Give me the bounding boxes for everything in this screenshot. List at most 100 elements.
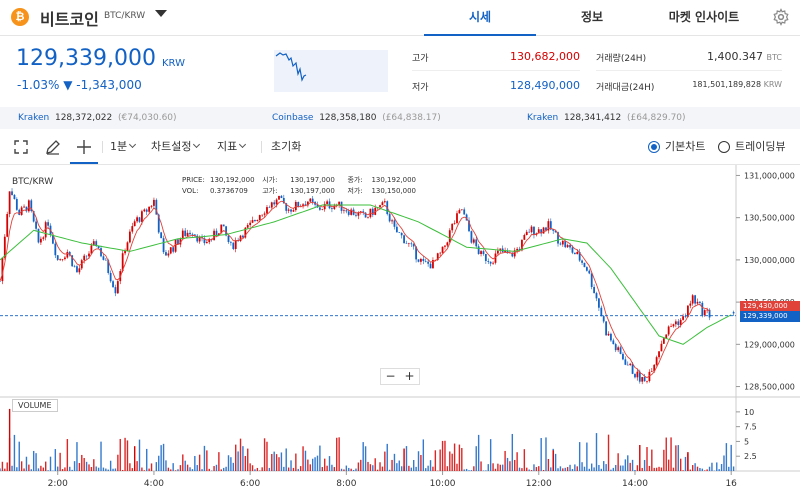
candle-body xyxy=(318,207,321,210)
candle-body xyxy=(518,248,521,251)
candle-body xyxy=(554,230,557,233)
bitcoin-icon: ₿ xyxy=(11,8,29,26)
volume-bar xyxy=(64,467,66,471)
candle-body xyxy=(559,243,562,245)
volume-bar xyxy=(617,453,619,471)
exchange-price-bar: Kraken 128,372,022 (€74,030.60) Coinbase… xyxy=(0,107,800,129)
volume-bar xyxy=(37,468,40,471)
exchange-item[interactable]: Kraken 128,341,412 (£64,829.70) xyxy=(527,113,686,123)
candle-body xyxy=(162,238,165,253)
chevron-down-icon[interactable] xyxy=(155,10,167,17)
volume-bar xyxy=(711,462,713,471)
candle-body xyxy=(68,251,71,256)
candle-body xyxy=(444,245,446,247)
volume-bar xyxy=(559,466,562,471)
chart-toolbar: 1분 차트설정 지표 초기화 기본차트 트레이딩뷰 xyxy=(0,129,800,165)
trading-view-label[interactable]: 트레이딩뷰 xyxy=(735,140,786,153)
volume-bar xyxy=(244,455,247,471)
volume-bar xyxy=(333,467,336,471)
candle-body xyxy=(593,287,595,294)
candle-body xyxy=(345,210,348,212)
volume-bar xyxy=(239,438,242,471)
candle-body xyxy=(564,240,567,248)
indicator-select[interactable]: 지표 xyxy=(217,129,247,165)
candle-body xyxy=(282,197,285,204)
candle-body xyxy=(189,232,191,235)
x-tick-label: 14:00 xyxy=(622,479,648,489)
volume-bar xyxy=(71,469,73,471)
volume-bar xyxy=(256,467,259,471)
volume-bar xyxy=(403,448,405,471)
candle-body xyxy=(381,202,384,206)
candle-body xyxy=(537,229,540,234)
candle-body xyxy=(496,250,499,254)
volume-bar xyxy=(408,465,410,471)
exchange-item[interactable]: Kraken 128,372,022 (€74,030.60) xyxy=(18,113,177,123)
volume-bar xyxy=(384,451,386,471)
candle-body xyxy=(311,198,314,202)
price-chart[interactable]: 131,000,000130,500,000130,000,000129,500… xyxy=(0,165,800,496)
basic-chart-radio[interactable] xyxy=(648,141,660,153)
volume-bar xyxy=(538,466,540,471)
candle-body xyxy=(92,241,95,246)
coin-name[interactable]: 비트코인 xyxy=(40,10,99,29)
candle-body xyxy=(463,209,466,215)
coin-pair[interactable]: BTC/KRW xyxy=(104,11,146,21)
zoom-in-button[interactable]: + xyxy=(404,369,415,383)
candle-body xyxy=(304,204,307,206)
interval-select[interactable]: 1분 xyxy=(110,129,137,165)
crosshair-icon[interactable] xyxy=(75,138,93,156)
volume-bar xyxy=(593,467,595,471)
volume-bar xyxy=(129,463,131,471)
tab-market-price[interactable]: 시세 xyxy=(424,0,536,36)
gear-icon[interactable] xyxy=(772,8,790,26)
candle-body xyxy=(261,214,264,216)
candle-body xyxy=(612,340,615,345)
candle-body xyxy=(672,324,675,327)
volume-bar xyxy=(66,439,69,471)
candle-body xyxy=(234,240,237,249)
volume-bar xyxy=(254,469,256,471)
candle-body xyxy=(181,230,184,239)
candle-body xyxy=(116,281,119,294)
candle-body xyxy=(203,238,206,244)
candle-body xyxy=(100,248,102,257)
volume-bar xyxy=(557,468,559,471)
candle-body xyxy=(638,371,641,382)
y-tick-label: 128,500,000 xyxy=(744,383,795,392)
volume-bar xyxy=(497,463,499,471)
volume-bar xyxy=(732,466,735,471)
exchange-item[interactable]: Coinbase 128,358,180 (£64,838.17) xyxy=(272,113,441,123)
zoom-out-button[interactable]: − xyxy=(385,369,396,383)
volume-bar xyxy=(660,467,663,471)
trading-view-radio[interactable] xyxy=(718,141,730,153)
volume-bar xyxy=(364,446,367,471)
basic-chart-label[interactable]: 기본차트 xyxy=(665,140,706,153)
candle-body xyxy=(275,199,278,205)
candle-body xyxy=(165,252,167,256)
candle-body xyxy=(420,258,422,262)
volume-bar xyxy=(136,461,138,471)
amount-24h-value: 181,501,189,828 KRW xyxy=(692,80,782,89)
tab-info[interactable]: 정보 xyxy=(580,10,604,24)
candle-body xyxy=(494,253,497,263)
volume-bar xyxy=(708,466,711,471)
volume-bar xyxy=(511,433,514,471)
pencil-icon[interactable] xyxy=(44,138,62,156)
reset-button[interactable]: 초기화 xyxy=(271,140,302,153)
candle-body xyxy=(540,229,543,234)
candle-body xyxy=(571,247,574,253)
candle-body xyxy=(699,301,701,303)
volume-bar xyxy=(6,462,8,471)
chart-settings-select[interactable]: 차트설정 xyxy=(151,129,201,165)
tab-market-insight[interactable]: 마켓 인사이트 xyxy=(668,10,740,24)
volume-bar xyxy=(44,461,47,471)
candle-body xyxy=(251,220,254,223)
candle-body xyxy=(528,231,531,233)
candle-body xyxy=(225,226,227,236)
candle-body xyxy=(646,381,648,382)
candle-body xyxy=(136,217,138,222)
chart-canvas[interactable]: 131,000,000130,500,000130,000,000129,500… xyxy=(0,165,800,496)
fullscreen-icon[interactable] xyxy=(12,138,30,156)
volume-bar xyxy=(526,467,528,471)
